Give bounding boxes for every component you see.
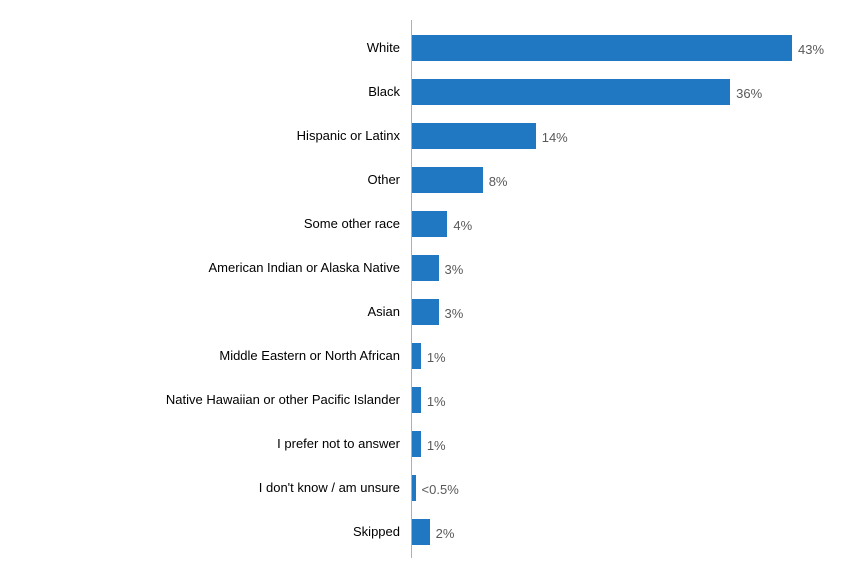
bar	[412, 343, 421, 369]
value-label: 2%	[436, 526, 455, 541]
value-label: 4%	[453, 218, 472, 233]
value-label: 43%	[798, 42, 824, 57]
bar	[412, 387, 421, 413]
category-label: I don't know / am unsure	[0, 480, 400, 496]
value-label: 1%	[427, 350, 446, 365]
category-label: Some other race	[0, 216, 400, 232]
category-label: Black	[0, 84, 400, 100]
value-label: 3%	[445, 262, 464, 277]
category-label: Native Hawaiian or other Pacific Islande…	[0, 392, 400, 408]
horizontal-bar-chart: White 43% Black 36% Hispanic or Latinx 14% Oth…	[0, 0, 842, 567]
chart-row: I don't know / am unsure <0.5%	[0, 466, 842, 510]
bar	[412, 475, 416, 501]
bar	[412, 35, 792, 61]
chart-row: Black 36%	[0, 70, 842, 114]
bar	[412, 79, 730, 105]
value-label: 1%	[427, 394, 446, 409]
value-label: 8%	[489, 174, 508, 189]
chart-row: American Indian or Alaska Native 3%	[0, 246, 842, 290]
value-label: 36%	[736, 86, 762, 101]
chart-row: Skipped 2%	[0, 510, 842, 554]
bar	[412, 255, 439, 281]
category-label: American Indian or Alaska Native	[0, 260, 400, 276]
category-label: White	[0, 40, 400, 56]
category-label: I prefer not to answer	[0, 436, 400, 452]
value-label: 14%	[542, 130, 568, 145]
bar	[412, 123, 536, 149]
bar	[412, 211, 447, 237]
bar	[412, 519, 430, 545]
category-label: Skipped	[0, 524, 400, 540]
chart-row: Some other race 4%	[0, 202, 842, 246]
value-label: 3%	[445, 306, 464, 321]
chart-row: Native Hawaiian or other Pacific Islande…	[0, 378, 842, 422]
category-label: Other	[0, 172, 400, 188]
bar	[412, 431, 421, 457]
chart-row: Middle Eastern or North African 1%	[0, 334, 842, 378]
chart-row: Hispanic or Latinx 14%	[0, 114, 842, 158]
bar	[412, 167, 483, 193]
chart-row: I prefer not to answer 1%	[0, 422, 842, 466]
chart-row: Other 8%	[0, 158, 842, 202]
category-label: Asian	[0, 304, 400, 320]
chart-row: White 43%	[0, 26, 842, 70]
value-label: 1%	[427, 438, 446, 453]
chart-row: Asian 3%	[0, 290, 842, 334]
bar	[412, 299, 439, 325]
category-label: Middle Eastern or North African	[0, 348, 400, 364]
value-label: <0.5%	[422, 482, 459, 497]
category-label: Hispanic or Latinx	[0, 128, 400, 144]
